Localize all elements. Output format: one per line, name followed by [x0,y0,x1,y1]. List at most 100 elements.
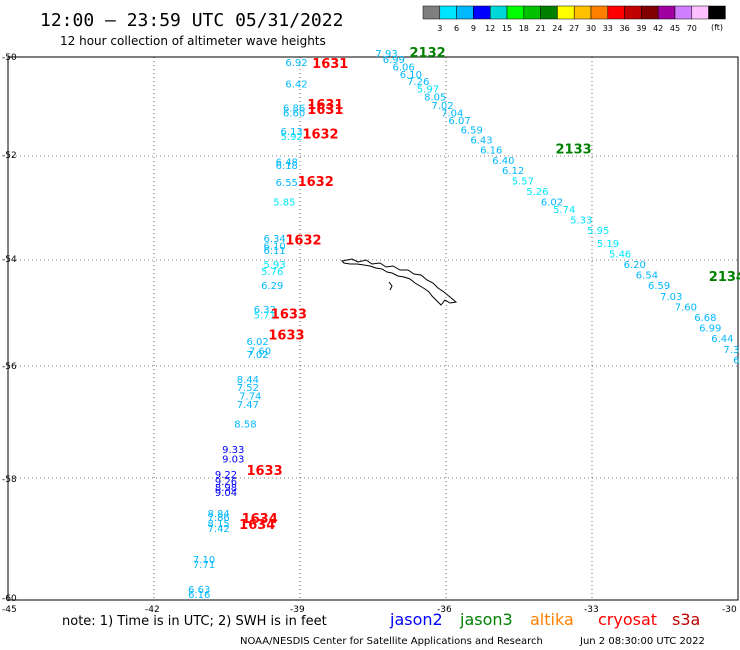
wave-height-value: 5.92 [281,132,303,143]
graticule-grid [8,57,738,600]
wave-height-value: 7.02 [246,350,268,361]
wave-height-value: 6.10 [400,70,422,81]
wave-height-value: 6.32 [254,305,276,316]
wave-height-value: 5.85 [273,197,295,208]
colorbar-label: 3 [437,24,442,33]
wave-height-value: 5.26 [526,187,548,198]
wave-height-value: 5.19 [597,239,619,250]
wave-height-value: 7.60 [249,346,271,357]
pass-time-label: 1633 [246,464,282,479]
pass-time-label: 1633 [271,307,307,322]
wave-height-value: 6.16 [188,590,210,601]
wave-height-value: 6.18 [276,161,298,172]
wave-height-value: 6.59 [461,126,483,137]
sat-jason2: jason2 [389,610,443,629]
colorbar-label: 21 [536,24,546,33]
wave-height-value: 5.95 [587,226,609,237]
wave-height-value: 9.33 [222,445,244,456]
wave-height-value: 6.55 [276,178,298,189]
wave-height-value: 6.13 [281,127,303,138]
wave-height-value: 5.76 [261,267,283,278]
wave-height-value: 8.98 [215,483,237,494]
colorbar-swatch [590,5,609,20]
wave-height-value: 6.20 [624,260,646,271]
colorbar-legend: 3 6 9 12 15 18 21 24 27 30 33 36 39 42 45 70 [422,5,726,33]
colorbar-label: 18 [519,24,529,33]
lon-tick-label: -39 [290,605,305,615]
wave-height-value: 6.42 [285,80,307,91]
wave-height-value: 7.74 [239,392,261,403]
latitude-ticks: -50 -52 -54 -56 -58 -60 [2,53,17,604]
colorbar-label: 6 [454,24,459,33]
credit-agency: NOAA/NESDIS Center for Satellite Applica… [240,636,543,647]
wave-height-value: 8.58 [234,420,256,431]
wave-height-value: 7.47 [237,400,259,411]
colorbar-label: 24 [552,24,562,33]
colorbar-label: 39 [636,24,646,33]
colorbar-swatch [439,5,457,20]
wave-height-value: 8.44 [237,375,259,386]
wave-height-value: 6.48 [276,157,298,168]
pass-time-label: 1633 [268,329,304,344]
wave-height-value: 6.12 [502,166,524,177]
wave-height-value: 7.42 [208,524,230,535]
longitude-ticks: -45 -42 -39 -36 -33 -30 [2,605,737,615]
sat-jason3: jason3 [459,610,513,629]
south-georgia-coastline [340,258,458,306]
wave-height-value: 6.34 [264,234,286,245]
wave-height-value: 9.26 [215,477,237,488]
colorbar-swatch [708,5,726,20]
lat-tick-label: -58 [2,475,17,485]
lat-tick-label: -52 [2,151,17,161]
wave-height-value: 7.02 [431,101,453,112]
colorbar-unit: (ft) [711,23,723,32]
colorbar-label: 70 [687,24,697,33]
footnote: note: 1) Time is in UTC; 2) SWH is in fe… [62,614,327,629]
pass-time-label: 2133 [556,143,592,158]
colorbar-swatch [674,5,693,20]
colorbar-swatch [473,5,491,20]
lat-tick-label: -60 [2,594,17,604]
sat-s3a: s3a [672,610,700,629]
wave-height-value: 6.59 [648,281,670,292]
wave-height-value: 7.10 [193,555,215,566]
wave-height-value: 6.68 [694,313,716,324]
colorbar-swatch [523,5,541,20]
pass-time-label: 1634 [239,518,275,533]
wave-height-value: 6 [733,355,739,366]
wave-height-value: 6.02 [246,337,268,348]
wave-height-value: 6.99 [383,55,405,66]
map-frame [7,56,739,601]
wave-height-value: 7.52 [237,383,259,394]
wave-height-value: 9.03 [222,454,244,465]
colorbar-label: 12 [485,24,495,33]
pass-time-label: 2132 [410,46,446,61]
map-title: 12:00 — 23:59 UTC 05/31/2022 [40,10,343,31]
colorbar-swatch [506,5,525,20]
wave-height-value: 6.43 [470,136,492,147]
map-subtitle: 12 hour collection of altimeter wave hei… [60,34,326,48]
colorbar-swatch [557,5,575,20]
colorbar-swatch [422,5,441,20]
credit-timestamp: Jun 2 08:30:00 UTC 2022 [579,636,705,647]
sat-cryosat: cryosat [598,610,657,629]
pass-time-label: 2134 [709,270,740,285]
wave-height-value: 9.04 [215,488,237,499]
pass-time-label: 1631 [307,98,343,113]
lon-tick-label: -30 [722,605,737,615]
wave-height-value: 6.60 [283,108,305,119]
colorbar-swatch [624,5,642,20]
lon-tick-label: -36 [437,605,452,615]
wave-height-value: 7.03 [660,292,682,303]
wave-height-value: 5.71 [254,310,276,321]
wave-height-value: 5.46 [609,249,631,260]
pass-time-label: 1632 [285,233,321,248]
wave-height-value: 8.05 [424,93,446,104]
wave-height-value: 5.93 [264,260,286,271]
wave-height-value: 5.57 [512,177,534,188]
lon-tick-label: -42 [145,605,160,615]
pass-time-label: 1632 [302,128,338,143]
wave-height-value: 6.86 [283,103,305,114]
wave-height-value: 5.97 [417,85,439,96]
